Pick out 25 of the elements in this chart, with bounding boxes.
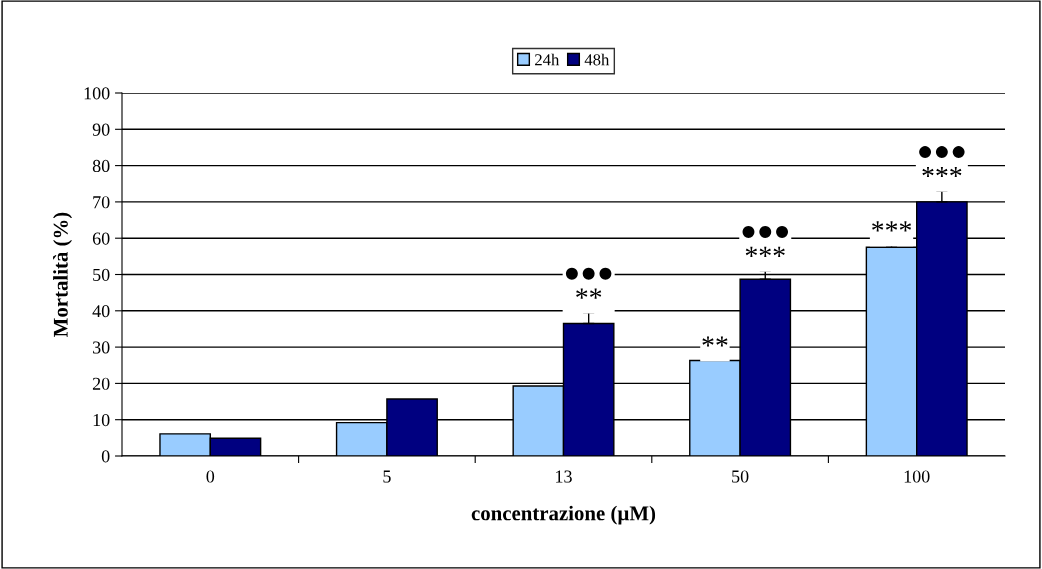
y-axis-title: Mortalità (%) <box>53 212 72 337</box>
y-tick-label: 20 <box>92 377 110 390</box>
data-label: ●●● *** <box>742 225 789 257</box>
x-tick-label: 100 <box>904 470 930 483</box>
y-tick-label: 50 <box>93 268 110 281</box>
y-tick-label: 100 <box>84 87 110 100</box>
data-label: ●●● ** <box>565 267 612 299</box>
x-tick-label: 0 <box>206 470 215 483</box>
y-tick-label: 60 <box>92 232 110 245</box>
y-tick-label: 10 <box>93 413 110 427</box>
data-label: ** <box>702 336 728 347</box>
y-tick-label: 90 <box>92 123 110 136</box>
y-tick-label: 40 <box>92 305 110 318</box>
x-tick-label: 50 <box>732 470 749 483</box>
x-axis-title: concentrazione (µM) <box>471 505 656 525</box>
y-tick-label: 80 <box>92 159 110 173</box>
y-tick-label: 0 <box>101 450 110 463</box>
data-label: *** <box>872 221 912 232</box>
legend-label: 24h <box>535 53 560 66</box>
y-tick-label: 30 <box>93 341 110 354</box>
y-tick-label: 70 <box>93 196 110 209</box>
legend-label: 48h <box>584 53 610 66</box>
data-label: ●●● *** <box>919 146 965 178</box>
x-tick-label: 5 <box>383 470 391 483</box>
x-tick-label: 13 <box>556 470 572 483</box>
